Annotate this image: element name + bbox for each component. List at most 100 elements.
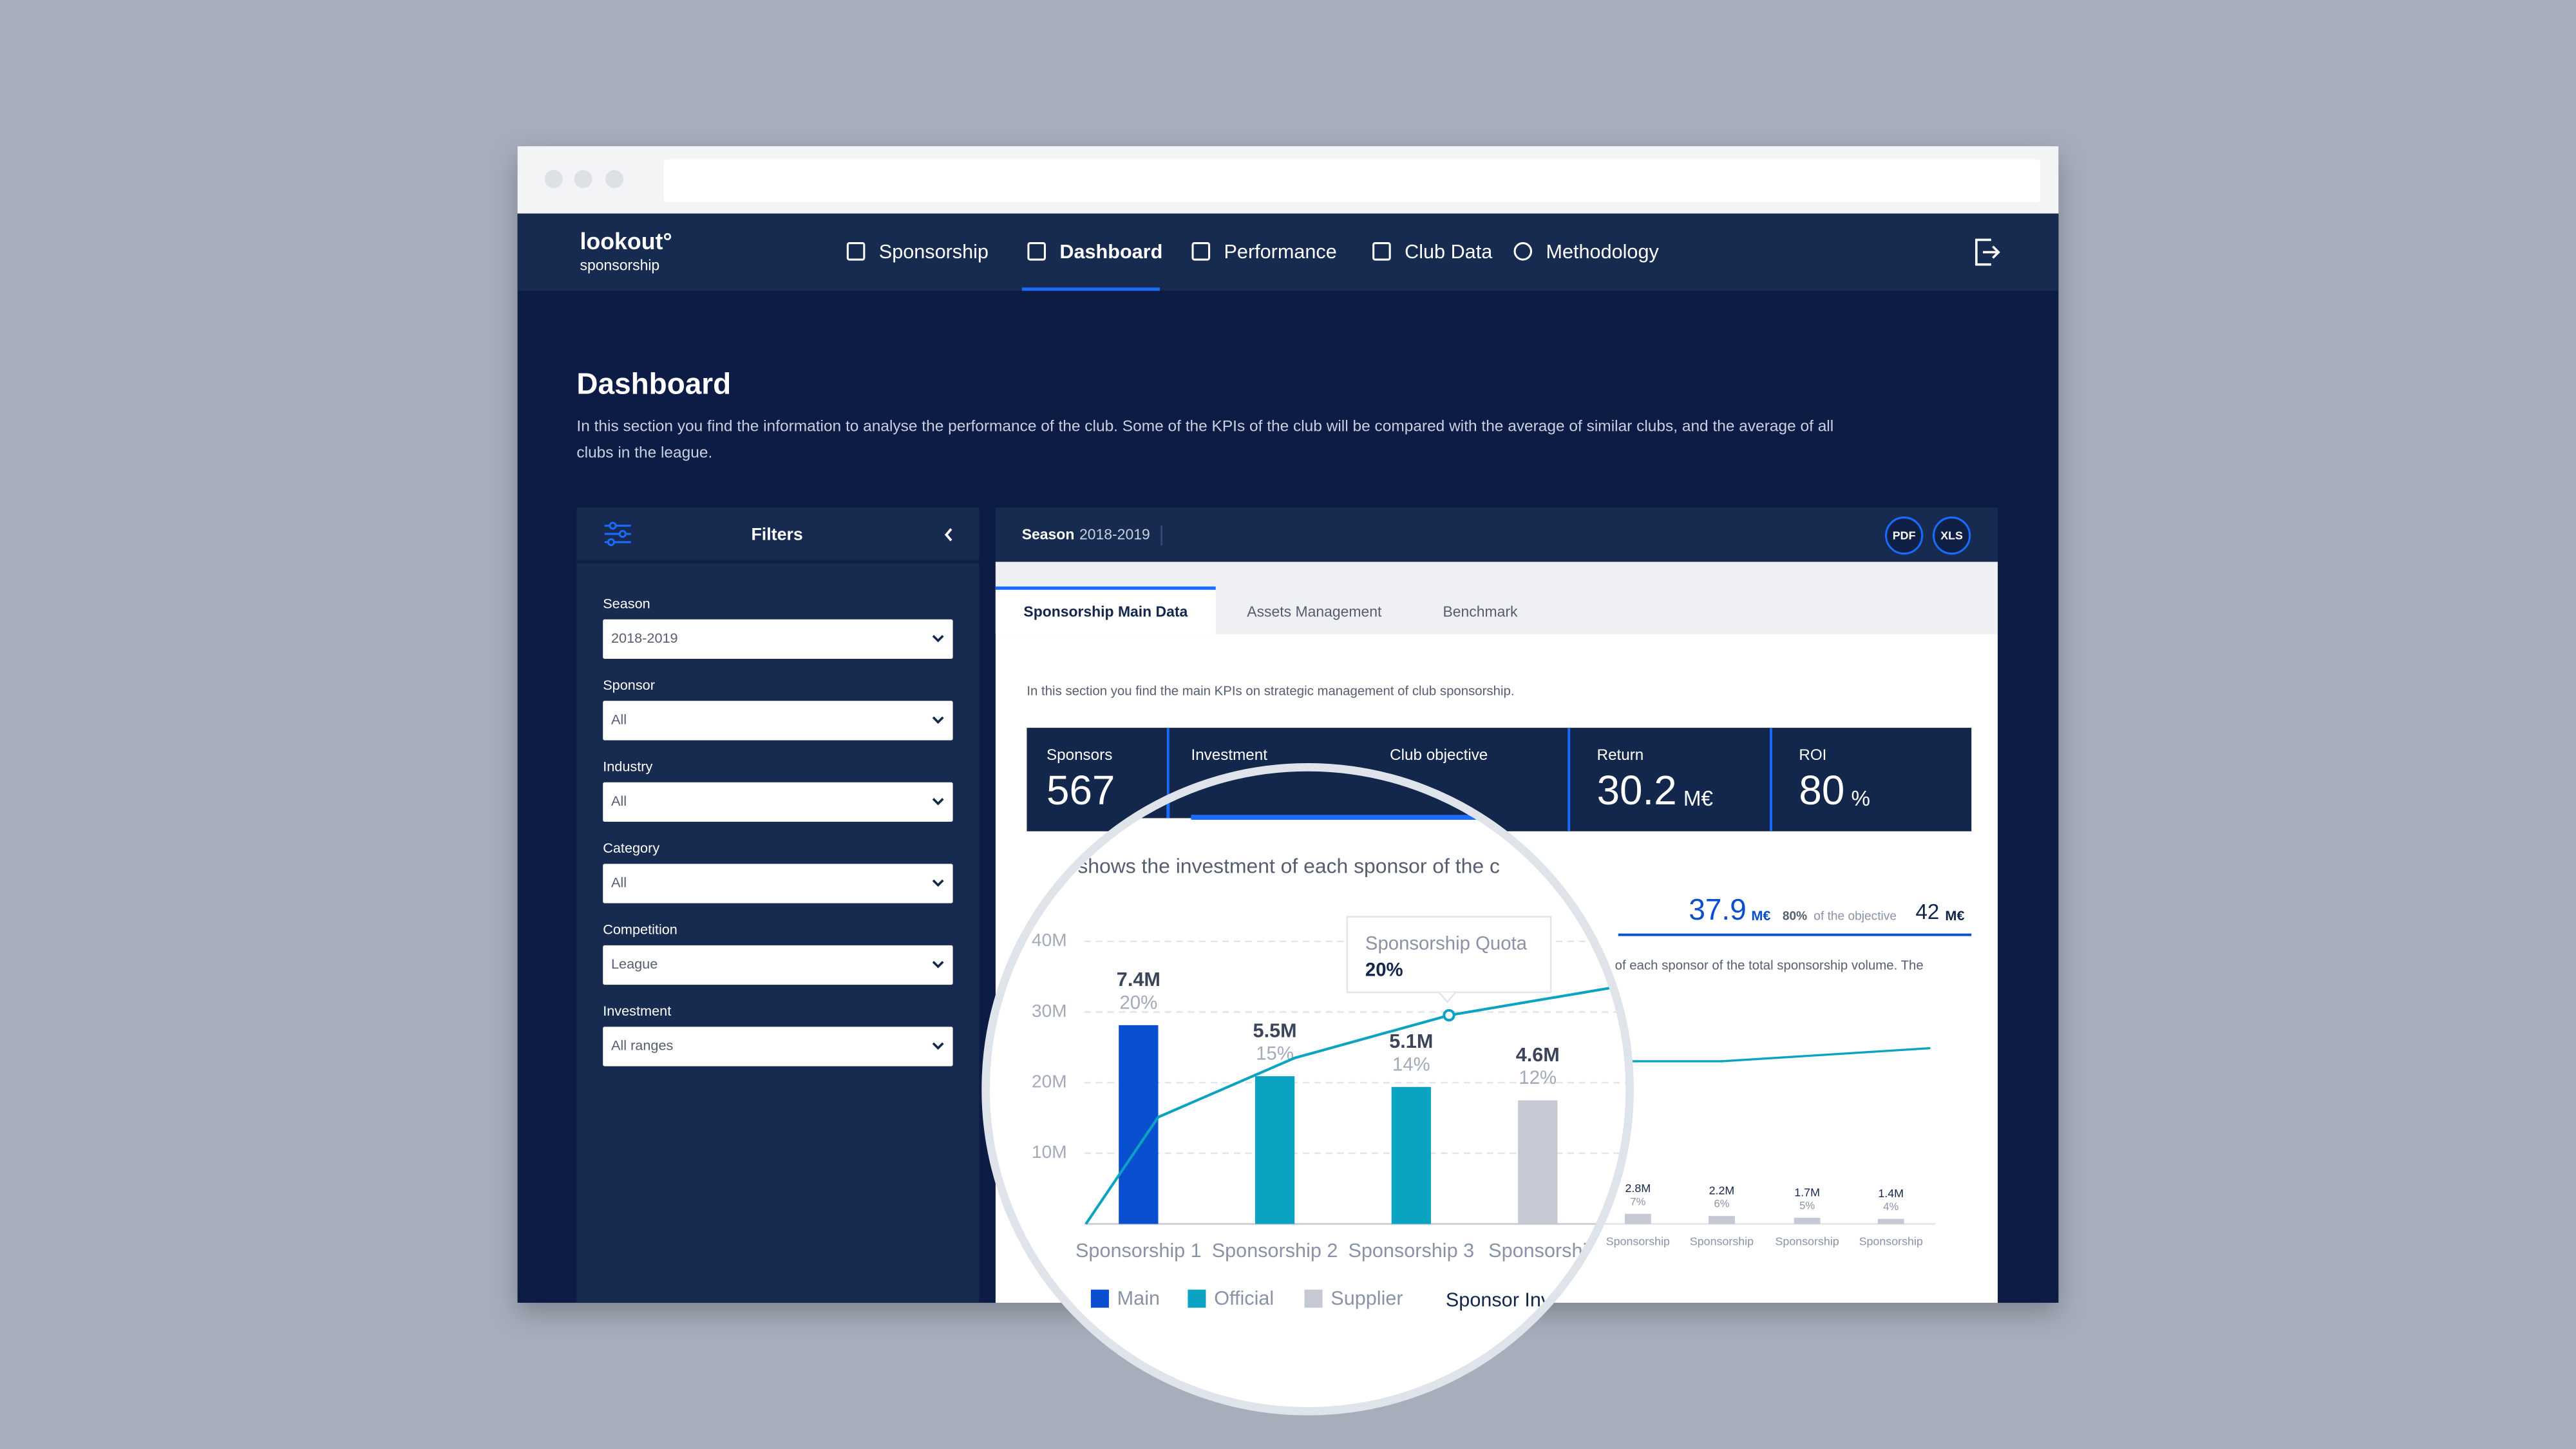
tooltip-arrow [1438,991,1457,1004]
nav-item[interactable]: Dashboard [1059,241,1162,263]
nav-icon[interactable] [1372,242,1391,261]
select[interactable] [603,782,953,822]
tooltip-title: Sponsorship Quota [1365,933,1528,954]
kpi-label: ROI [1799,746,1826,764]
kpi-unit: % [1852,787,1870,811]
select-chevron [932,1042,944,1050]
select[interactable] [603,945,953,985]
nav-bar [517,213,2059,291]
investment-unit: M€ [1751,907,1770,923]
bar [1877,1218,1904,1224]
bar [1624,1213,1651,1224]
bar-quota: 20% [1120,992,1158,1013]
bar-label: 7.4M [1117,969,1160,990]
select-value: All [611,875,627,891]
objective-unit: M€ [1945,907,1964,923]
x-label: Sponsorship 1 [1075,1240,1202,1262]
legend-label: Main [1117,1287,1160,1309]
panel-header [995,507,1998,562]
bar-label: 1.7M [1794,1186,1820,1198]
export-button[interactable] [1885,516,1924,555]
bar-label: 2.2M [1709,1184,1735,1197]
nav-icon[interactable] [1191,242,1211,261]
bar-quota: 12% [1519,1067,1557,1088]
url-bar[interactable] [663,159,2041,202]
x-label: Sponsorship 2 [1212,1240,1338,1262]
nav-icon[interactable] [1513,242,1533,261]
kpis: Sponsors 567 Investment Club objective Retur… [1046,728,1870,831]
legend-title: Sponsor Inv [1446,1289,1551,1311]
quota-point[interactable] [1443,1009,1455,1022]
tab[interactable]: Assets Management [1247,603,1382,620]
bar-quota: 14% [1392,1054,1430,1075]
y-tick-label: 40M [1032,930,1067,950]
window-dot [574,170,592,189]
bar[interactable] [1518,1100,1558,1224]
select-value: All [611,793,627,809]
export-label[interactable]: PDF [1893,529,1916,542]
nav-icon[interactable] [1027,242,1046,261]
collapse-icon[interactable] [944,528,952,542]
quota-line [1618,1046,1931,1063]
filter-fields: Season 2018-2019 Sponsor All Industry All Cate… [603,596,953,1066]
y-tick-label: 10M [1032,1142,1067,1162]
tooltip-value: 20% [1365,959,1403,980]
nav-item[interactable]: Club Data [1405,241,1493,263]
season-label: Season [1022,526,1075,543]
filter-label: Competition [603,922,677,938]
kpi-underline [1191,815,1487,820]
quota-line-magnified [1084,981,1629,1225]
select[interactable] [603,701,953,741]
objective-pct: 80% [1783,910,1807,923]
lens-border [981,762,1634,1416]
nav-item[interactable]: Sponsorship [879,241,989,263]
chart-description: of each sponsor of the total sponsorship… [1615,958,1924,972]
select-chevron [932,634,944,643]
x-label: Sponsorshi [1488,1240,1587,1262]
season-value: 2018-2019 [1079,526,1150,543]
kpi-value: 80 [1799,767,1844,813]
select[interactable] [603,864,953,904]
select-chevron [932,879,944,887]
bar[interactable] [1391,1086,1431,1224]
kpi-label: Investment [1191,746,1267,764]
export-label[interactable]: XLS [1940,529,1963,542]
bar-label: 2.8M [1625,1182,1651,1195]
nav-icon[interactable] [846,242,866,261]
kpi-unit: M€ [1683,787,1713,811]
bar[interactable] [1255,1076,1295,1224]
logout-icon[interactable] [1975,238,2000,266]
nav-item[interactable]: Performance [1224,241,1337,263]
intro-text: In this section you find the main KPIs o… [1027,684,1514,698]
objective-value: 42 [1915,900,1939,924]
tooltip: Sponsorship Quota 20% [1346,916,1552,1004]
tab[interactable]: Benchmark [1443,603,1518,620]
logo[interactable]: lookout° [580,229,672,254]
select[interactable] [603,1027,953,1066]
legend-label: Official [1214,1287,1274,1309]
small-bars: 2.8M7% Sponsorship 2.2M6% Sponsorship 1.7M5%… [1606,1182,1923,1247]
bar-label: 1.4M [1878,1187,1904,1200]
select-chevron [932,798,944,806]
active-tab[interactable] [995,586,1216,634]
tab[interactable]: Sponsorship Main Data [1023,603,1188,620]
x-label: Sponsorship [1776,1235,1839,1247]
select-chevron [932,716,944,724]
nav-item[interactable]: Methodology [1546,241,1660,263]
kpi-label: Club objective [1390,746,1488,764]
bar [1794,1217,1821,1224]
y-tick-label: 30M [1032,1001,1067,1021]
nav-items: Sponsorship Dashboard Performance Club Data… [846,241,1660,263]
bar-quota: 4% [1883,1200,1899,1213]
filter-label: Category [603,840,659,856]
legend-label: Supplier [1331,1287,1403,1309]
export-button[interactable] [1933,516,1971,555]
window-dot [544,170,563,189]
y-tick-label: 20M [1032,1072,1067,1092]
filters-title: Filters [751,525,802,544]
filters-icon[interactable] [604,522,631,546]
select[interactable] [603,619,953,659]
objective-text: of the objective [1814,910,1897,923]
